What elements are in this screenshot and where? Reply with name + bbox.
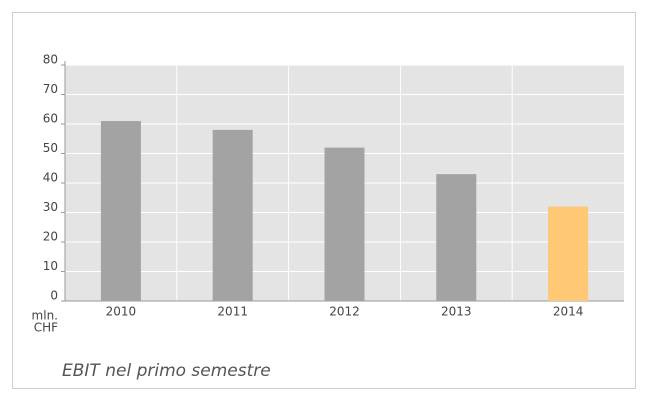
bar — [548, 206, 589, 301]
y-tick-label: 20 — [43, 230, 58, 244]
y-tick-label: 80 — [43, 53, 58, 67]
x-tick-label: 2014 — [553, 305, 584, 319]
x-tick-label: 2013 — [441, 305, 472, 319]
bar — [212, 129, 253, 301]
bar — [436, 174, 477, 301]
y-unit: CHF — [34, 321, 58, 335]
x-tick-label: 2012 — [329, 305, 360, 319]
caption: EBIT nel primo semestre — [62, 361, 271, 381]
y-tick-label: 0 — [50, 289, 58, 303]
y-tick-label: 60 — [43, 112, 58, 126]
y-tick-label: 50 — [43, 141, 58, 155]
y-tick-label: 40 — [43, 171, 58, 185]
bar — [324, 147, 365, 301]
y-tick-label: 30 — [43, 200, 58, 214]
x-tick-label: 2010 — [106, 305, 137, 319]
y-tick-label: 10 — [43, 259, 58, 273]
x-tick-label: 2011 — [217, 305, 248, 319]
y-tick-label: 70 — [43, 82, 58, 96]
y-unit: mln. — [32, 309, 58, 323]
bar — [100, 121, 141, 301]
